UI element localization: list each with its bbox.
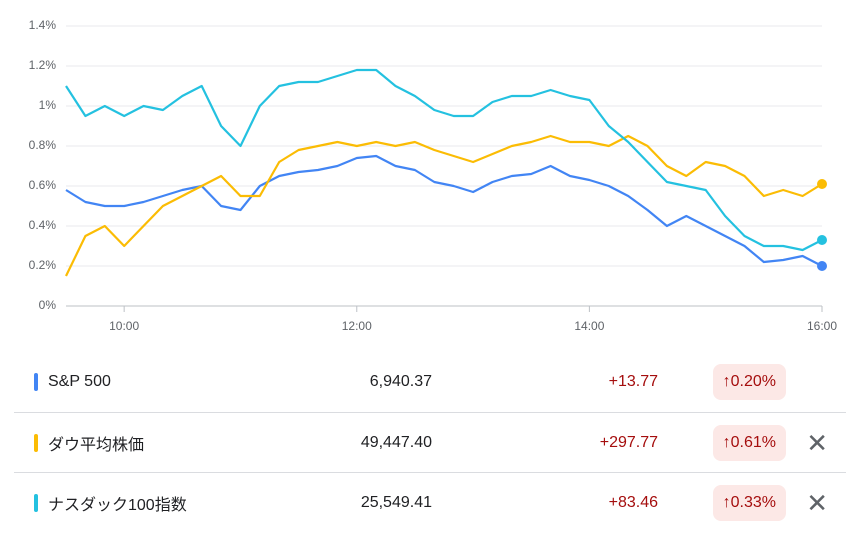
change: +83.46 [608, 494, 658, 511]
percent-change: ↑0.33% [712, 485, 786, 521]
y-tick-label: 0.2% [29, 258, 57, 272]
remove-button[interactable]: ✕ [806, 427, 828, 458]
percent-value: 0.61% [730, 434, 776, 451]
series-line [65, 154, 823, 267]
percent-value: 0.33% [730, 494, 776, 511]
x-tick-label: 12:00 [342, 319, 372, 333]
percent-change: ↑0.61% [712, 425, 786, 461]
up-arrow: ↑ [722, 494, 731, 511]
x-tick-label: 10:00 [109, 319, 139, 333]
y-tick-label: 1.2% [29, 58, 57, 72]
series-line [65, 68, 823, 252]
price: 6,940.37 [369, 373, 432, 390]
series-name: ダウ平均株価 [48, 437, 145, 454]
y-tick-label: 0% [39, 298, 57, 312]
quote-row: ナスダック100指数 25,549.41 +83.46 ↑0.33% ✕ [14, 472, 846, 533]
series-line [65, 134, 823, 277]
up-arrow: ↑ [722, 434, 731, 451]
x-tick-label: 14:00 [574, 319, 604, 333]
price: 49,447.40 [360, 434, 432, 451]
percent-value: 0.20% [730, 373, 776, 390]
change: +13.77 [608, 373, 658, 390]
x-tick-label: 16:00 [807, 319, 837, 333]
price: 25,549.41 [360, 494, 432, 511]
change: +297.77 [599, 434, 658, 451]
end-dot [817, 235, 827, 245]
quote-row: S&P 500 6,940.37 +13.77 ↑0.20% [14, 352, 846, 412]
y-tick-label: 0.8% [29, 138, 57, 152]
quote-row: ダウ平均株価 49,447.40 +297.77 ↑0.61% ✕ [14, 412, 846, 473]
y-tick-label: 0.6% [29, 178, 57, 192]
remove-button[interactable]: ✕ [806, 487, 828, 518]
series-name: S&P 500 [48, 373, 111, 390]
legend-swatch [34, 434, 38, 452]
up-arrow: ↑ [722, 373, 731, 390]
end-dot [817, 261, 827, 271]
y-tick-label: 1.4% [29, 18, 57, 32]
end-dot [817, 179, 827, 189]
y-tick-label: 1% [39, 98, 57, 112]
series-name: ナスダック100指数 [48, 497, 187, 514]
legend-swatch [34, 494, 38, 512]
percent-change: ↑0.20% [712, 364, 786, 400]
legend-swatch [34, 373, 38, 391]
y-tick-label: 0.4% [29, 218, 57, 232]
chart: 0% 0.2% 0.4% 0.6% 0.8% 1% 1.2% 1.4% 10:00 12:00 14… [29, 18, 838, 333]
